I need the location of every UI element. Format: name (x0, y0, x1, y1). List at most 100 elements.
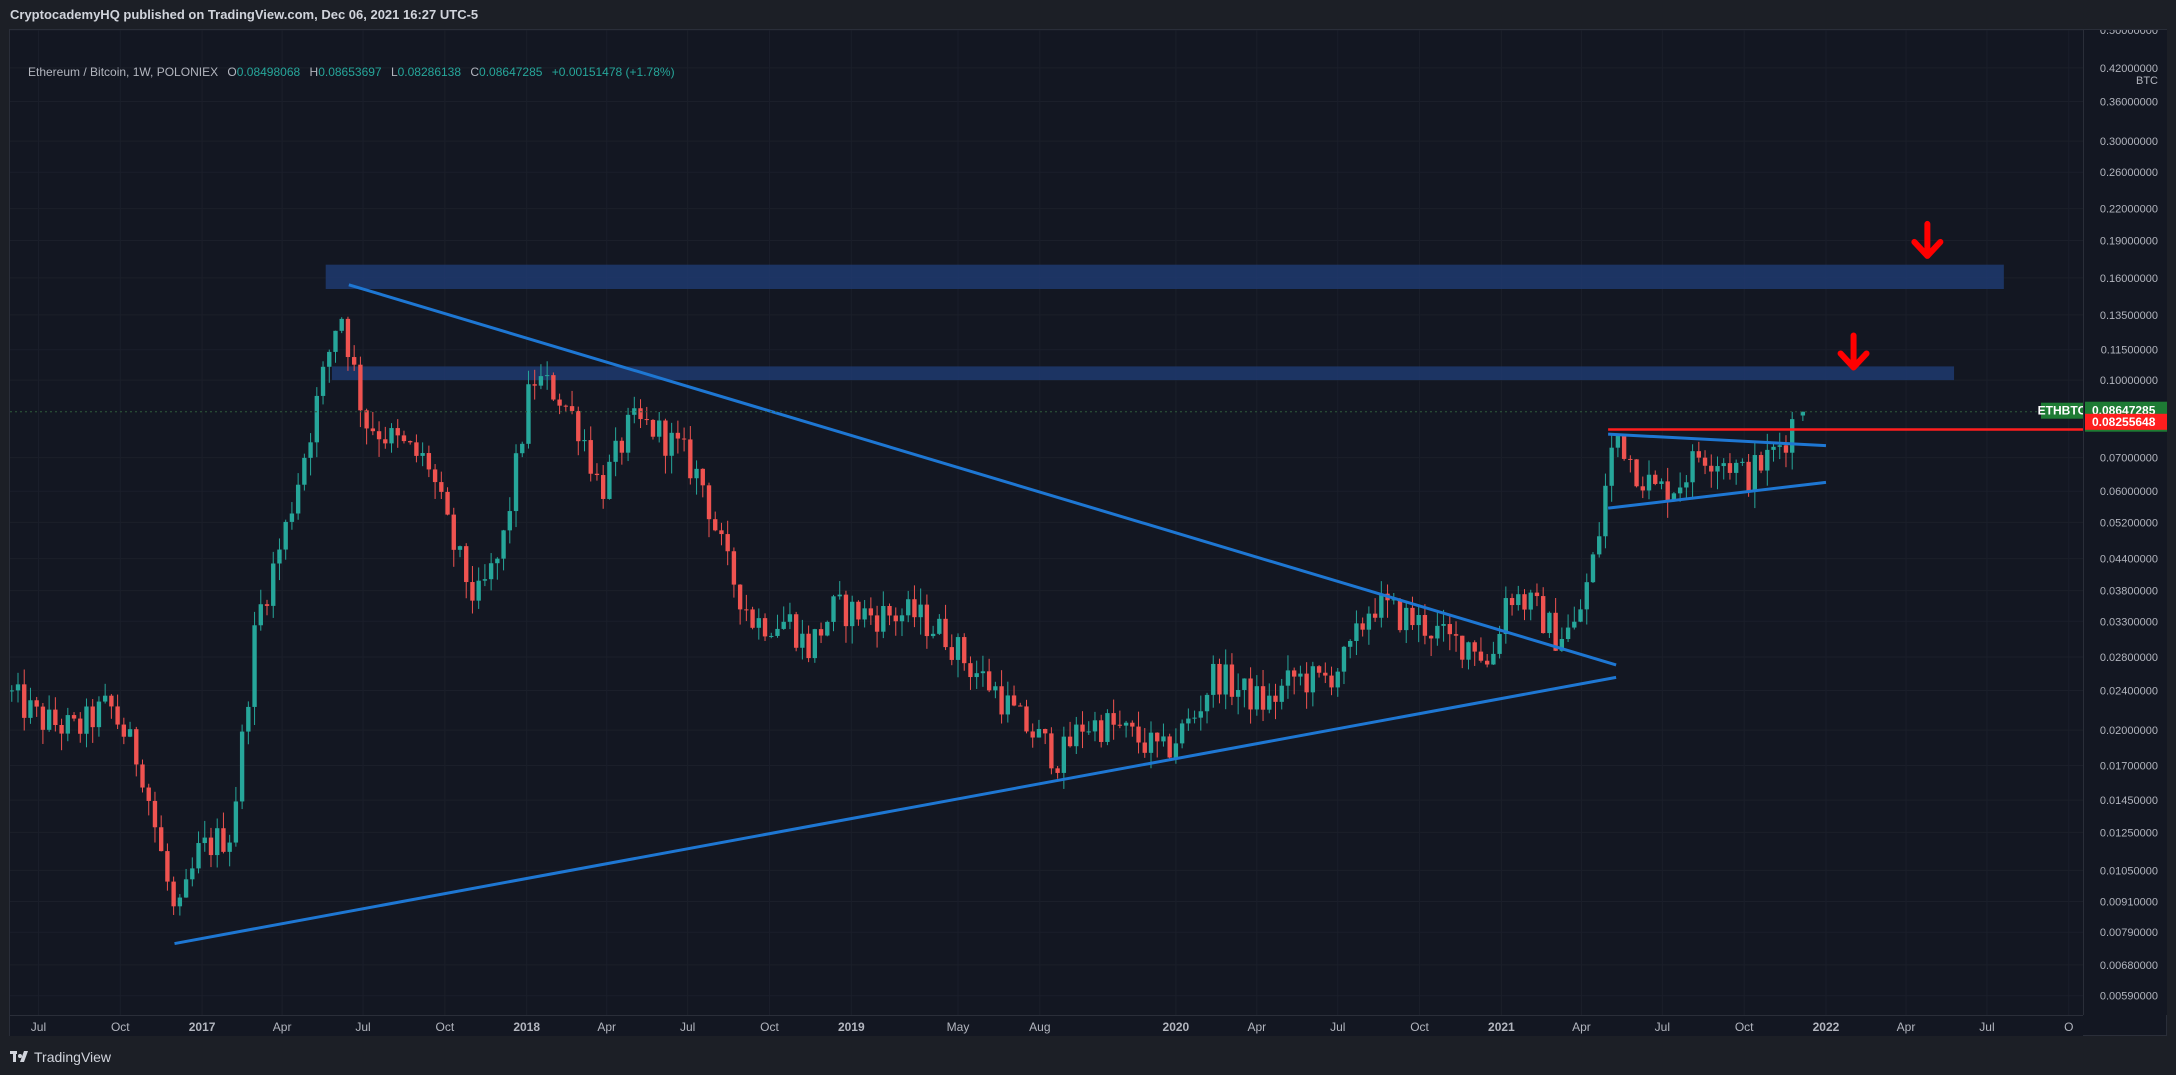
candle-body (1709, 465, 1714, 472)
candle-body (351, 357, 357, 365)
candle-body (1559, 638, 1565, 651)
candle-body (507, 511, 512, 531)
candle-body (663, 420, 668, 456)
candle-body (1416, 615, 1421, 626)
price-tick-label: 0.42000000 (2100, 63, 2158, 75)
publisher-line: CryptocademyHQ published on TradingView.… (0, 0, 2176, 29)
candle-body (488, 563, 494, 580)
candle-body (401, 435, 407, 442)
candle-body (1677, 487, 1683, 494)
candle-body (1192, 717, 1197, 719)
candle-body (102, 695, 108, 702)
candle-body (1690, 451, 1695, 483)
resistance-zone-1 (325, 264, 2004, 290)
candle-body (10, 690, 14, 692)
candle-body (874, 615, 880, 632)
candle-body (700, 468, 705, 486)
candle-body (513, 453, 519, 512)
tradingview-logo[interactable]: TradingView (10, 1049, 111, 1065)
candle-body (1404, 607, 1409, 631)
candle-body (793, 614, 799, 648)
candle-body (1260, 686, 1266, 710)
candle-body (694, 468, 699, 479)
candle-body (576, 410, 581, 442)
candle-body (295, 484, 301, 514)
price-tick-label: 0.19000000 (2100, 235, 2158, 247)
candle-body (1111, 713, 1116, 725)
price-chart[interactable]: ETHBTC (10, 30, 2083, 1015)
trendline-4 (1607, 480, 1827, 510)
candle-body (551, 375, 556, 400)
candle-body (1783, 445, 1789, 453)
time-tick-label: Jul (1655, 1020, 1670, 1034)
candle-body (980, 671, 986, 674)
time-tick-label: 2017 (189, 1020, 216, 1034)
candle-body (1491, 653, 1496, 665)
candle-body (302, 457, 307, 485)
candle-body (1590, 554, 1596, 583)
candle-body (1316, 666, 1322, 673)
candle-body (1615, 435, 1621, 448)
candle-body (271, 563, 276, 606)
candle-body (1055, 768, 1060, 773)
time-axis[interactable]: Jul Oct 2017 Apr Jul Oct 2018 Apr Jul Oct 2019 May A… (10, 1015, 2083, 1036)
candle-body (563, 405, 569, 407)
candle-body (1702, 457, 1708, 466)
candle-body (1653, 474, 1658, 484)
price-tick-label: 0.06000000 (2100, 486, 2158, 498)
price-axis-labels: 0.50000000 0.42000000 0.36000000 0.30000000… (2085, 25, 2167, 1003)
candle-body (320, 366, 326, 396)
time-tick-label: Oct (1410, 1020, 1429, 1034)
candle-body (588, 440, 593, 474)
candle-body (1391, 599, 1396, 601)
price-tick-label: 0.10000000 (2100, 375, 2158, 387)
candle-body (769, 635, 774, 637)
candle-body (962, 637, 967, 664)
candle-body (974, 673, 979, 678)
candle-body (445, 491, 450, 515)
candle-body (370, 428, 376, 432)
candle-body (1105, 713, 1110, 742)
candle-body (451, 514, 456, 550)
candle-body (221, 828, 226, 852)
candle-body (358, 364, 363, 411)
price-tick-label: 0.03300000 (2100, 616, 2158, 628)
candle-body (1597, 536, 1602, 555)
candle-body (1011, 695, 1017, 706)
candle-body (1130, 722, 1135, 727)
price-tick-label: 0.02800000 (2100, 652, 2158, 664)
candle-body (1323, 672, 1328, 676)
candle-body (719, 530, 724, 535)
candle-body (146, 787, 151, 801)
candle-body (96, 701, 102, 728)
candle-body (1211, 663, 1216, 695)
candle-body (986, 671, 992, 691)
close-key: C (470, 65, 480, 79)
time-tick-label: Apr (1897, 1020, 1916, 1034)
candle-body (1335, 671, 1340, 688)
candle-body (1242, 678, 1247, 690)
chart-plot-area[interactable]: ETHBTC Ethereum / Bitcoin, 1W, POLONIEX … (10, 30, 2083, 1015)
time-tick-label: Apr (597, 1020, 616, 1034)
candle-body (1223, 664, 1228, 695)
candle-body (1229, 664, 1235, 697)
time-tick-label: 2021 (1488, 1020, 1515, 1034)
candle-body (713, 519, 718, 531)
candle-body (800, 633, 805, 648)
candle-body (1790, 419, 1795, 453)
candle-body (165, 851, 170, 882)
resistance-zone-2 (331, 366, 1955, 381)
candle-body (1173, 743, 1179, 758)
candle-body (818, 629, 824, 636)
symbol-legend: Ethereum / Bitcoin, 1W, POLONIEX O0.0849… (28, 65, 675, 79)
candle-body (1024, 706, 1029, 732)
candle-body (1800, 411, 1806, 416)
candle-body (196, 843, 201, 869)
candle-body (756, 618, 761, 628)
candle-body (1503, 598, 1509, 635)
candle-body (109, 695, 114, 707)
time-tick-label: Jul (1330, 1020, 1345, 1034)
price-axis[interactable]: 0.50000000 0.42000000 0.36000000 0.30000000… (2083, 25, 2167, 1015)
time-tick-label: Jul (1979, 1020, 1994, 1034)
candle-body (731, 551, 737, 585)
